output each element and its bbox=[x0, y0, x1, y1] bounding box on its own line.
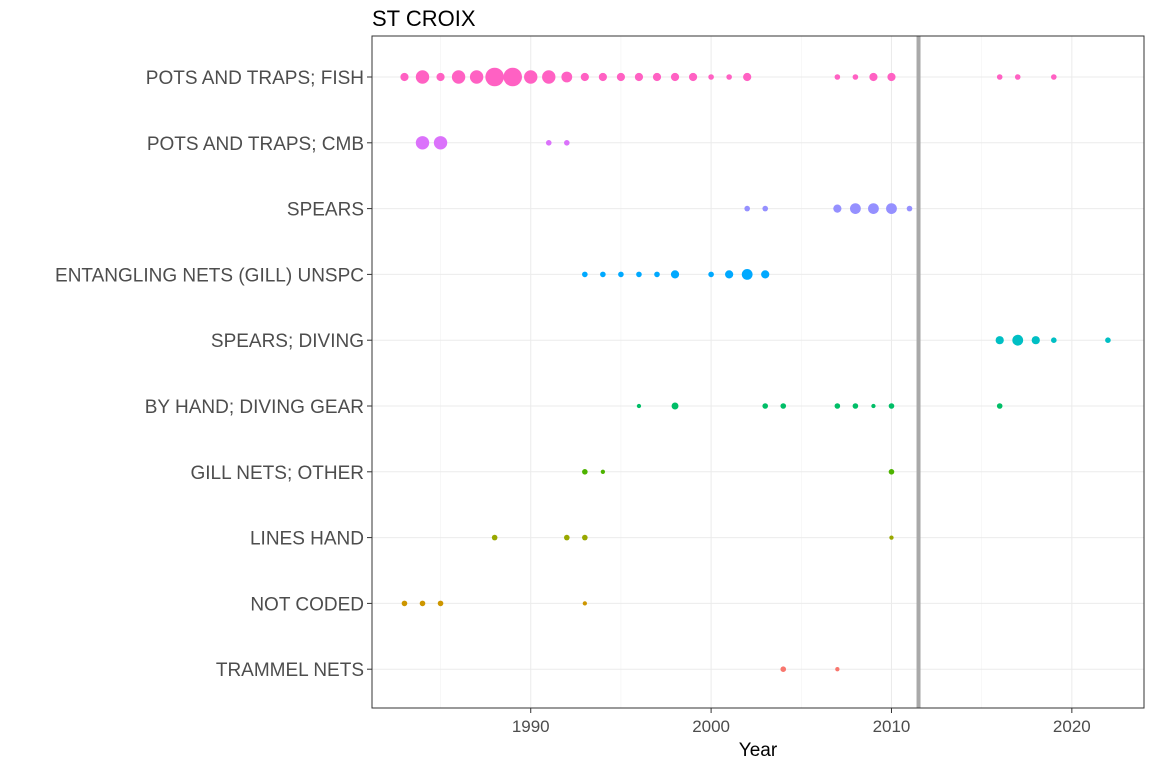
y-tick-label: BY HAND; DIVING GEAR bbox=[145, 397, 364, 418]
data-point bbox=[708, 271, 714, 278]
grid-major bbox=[372, 36, 1144, 708]
data-point bbox=[1031, 336, 1040, 345]
data-point bbox=[634, 72, 644, 82]
data-point bbox=[852, 403, 859, 409]
data-point bbox=[868, 203, 879, 215]
data-point bbox=[542, 70, 556, 84]
panel-border bbox=[371, 35, 1145, 709]
data-point bbox=[780, 666, 787, 672]
data-point bbox=[582, 469, 588, 475]
data-point bbox=[652, 72, 662, 82]
data-point bbox=[852, 74, 859, 80]
data-point bbox=[564, 140, 570, 146]
data-point bbox=[688, 72, 698, 82]
data-point bbox=[743, 72, 752, 82]
data-point bbox=[600, 469, 606, 474]
x-tick-label: 2000 bbox=[692, 717, 730, 736]
data-point bbox=[996, 403, 1003, 409]
data-point bbox=[995, 336, 1004, 345]
data-point bbox=[1051, 337, 1057, 344]
data-point bbox=[503, 67, 522, 87]
data-point bbox=[580, 72, 589, 82]
y-tick-label: TRAMMEL NETS bbox=[216, 660, 364, 681]
x-axis: 1990 2000 2010 2020 bbox=[512, 708, 1091, 736]
data-point bbox=[996, 74, 1003, 80]
grid-minor bbox=[440, 36, 982, 708]
data-point bbox=[598, 72, 607, 82]
data-point bbox=[451, 70, 466, 84]
y-tick-label: SPEARS; DIVING bbox=[211, 331, 364, 352]
data-point bbox=[582, 534, 588, 541]
data-point bbox=[670, 72, 680, 82]
data-point bbox=[415, 70, 430, 84]
data-point bbox=[726, 74, 732, 80]
data-point bbox=[886, 203, 897, 215]
data-point bbox=[485, 67, 504, 87]
data-point bbox=[636, 403, 642, 409]
data-point bbox=[671, 402, 679, 410]
data-point bbox=[741, 269, 753, 280]
y-axis: POTS AND TRAPS; FISH POTS AND TRAPS; CMB S… bbox=[55, 68, 372, 681]
y-tick-label: POTS AND TRAPS; CMB bbox=[147, 134, 364, 155]
data-point bbox=[725, 270, 734, 279]
x-tick-label: 2020 bbox=[1053, 717, 1091, 736]
data-point bbox=[561, 71, 573, 83]
data-point bbox=[887, 72, 896, 82]
y-tick-label: LINES HAND bbox=[250, 529, 364, 550]
data-point bbox=[834, 74, 841, 80]
x-tick-label: 2010 bbox=[873, 717, 911, 736]
data-point bbox=[835, 667, 840, 672]
data-point bbox=[564, 534, 570, 541]
x-axis-title: Year bbox=[739, 740, 778, 761]
data-point bbox=[670, 270, 680, 279]
data-point bbox=[1012, 334, 1024, 346]
data-point bbox=[436, 72, 445, 82]
data-point bbox=[582, 601, 587, 606]
data-point bbox=[401, 600, 408, 607]
data-point bbox=[469, 70, 484, 84]
data-point bbox=[433, 136, 448, 150]
y-tick-label: GILL NETS; OTHER bbox=[191, 463, 365, 484]
data-point bbox=[762, 403, 769, 409]
points bbox=[400, 67, 1111, 672]
data-point bbox=[850, 203, 861, 215]
data-point bbox=[834, 403, 841, 409]
data-point bbox=[1105, 337, 1111, 344]
data-point bbox=[582, 271, 588, 278]
data-point bbox=[869, 72, 878, 82]
data-point bbox=[708, 74, 714, 80]
y-tick-label: POTS AND TRAPS; FISH bbox=[146, 68, 364, 89]
data-point bbox=[616, 72, 626, 82]
data-point bbox=[491, 534, 498, 541]
data-point bbox=[545, 140, 552, 146]
data-point bbox=[889, 535, 894, 540]
data-point bbox=[1014, 74, 1021, 80]
data-point bbox=[761, 270, 770, 279]
y-tick-label: NOT CODED bbox=[250, 594, 364, 615]
data-point bbox=[400, 72, 409, 82]
data-point bbox=[744, 205, 750, 212]
data-point bbox=[654, 271, 660, 278]
data-point bbox=[780, 403, 787, 409]
data-point bbox=[888, 469, 895, 475]
data-point bbox=[636, 271, 642, 278]
data-point bbox=[833, 204, 842, 213]
data-point bbox=[524, 70, 538, 84]
y-tick-label: SPEARS bbox=[287, 200, 364, 221]
data-point bbox=[600, 271, 606, 278]
data-point bbox=[437, 600, 444, 607]
data-point bbox=[419, 600, 426, 607]
data-point bbox=[762, 205, 769, 212]
data-point bbox=[618, 271, 624, 278]
data-point bbox=[1051, 74, 1057, 80]
data-point bbox=[871, 403, 876, 409]
y-tick-label: ENTANGLING NETS (GILL) UNSPC bbox=[55, 265, 364, 286]
chart-title: ST CROIX bbox=[372, 6, 476, 31]
x-tick-label: 1990 bbox=[512, 717, 550, 736]
data-point bbox=[906, 205, 913, 212]
data-point bbox=[415, 136, 430, 150]
data-point bbox=[888, 403, 895, 409]
